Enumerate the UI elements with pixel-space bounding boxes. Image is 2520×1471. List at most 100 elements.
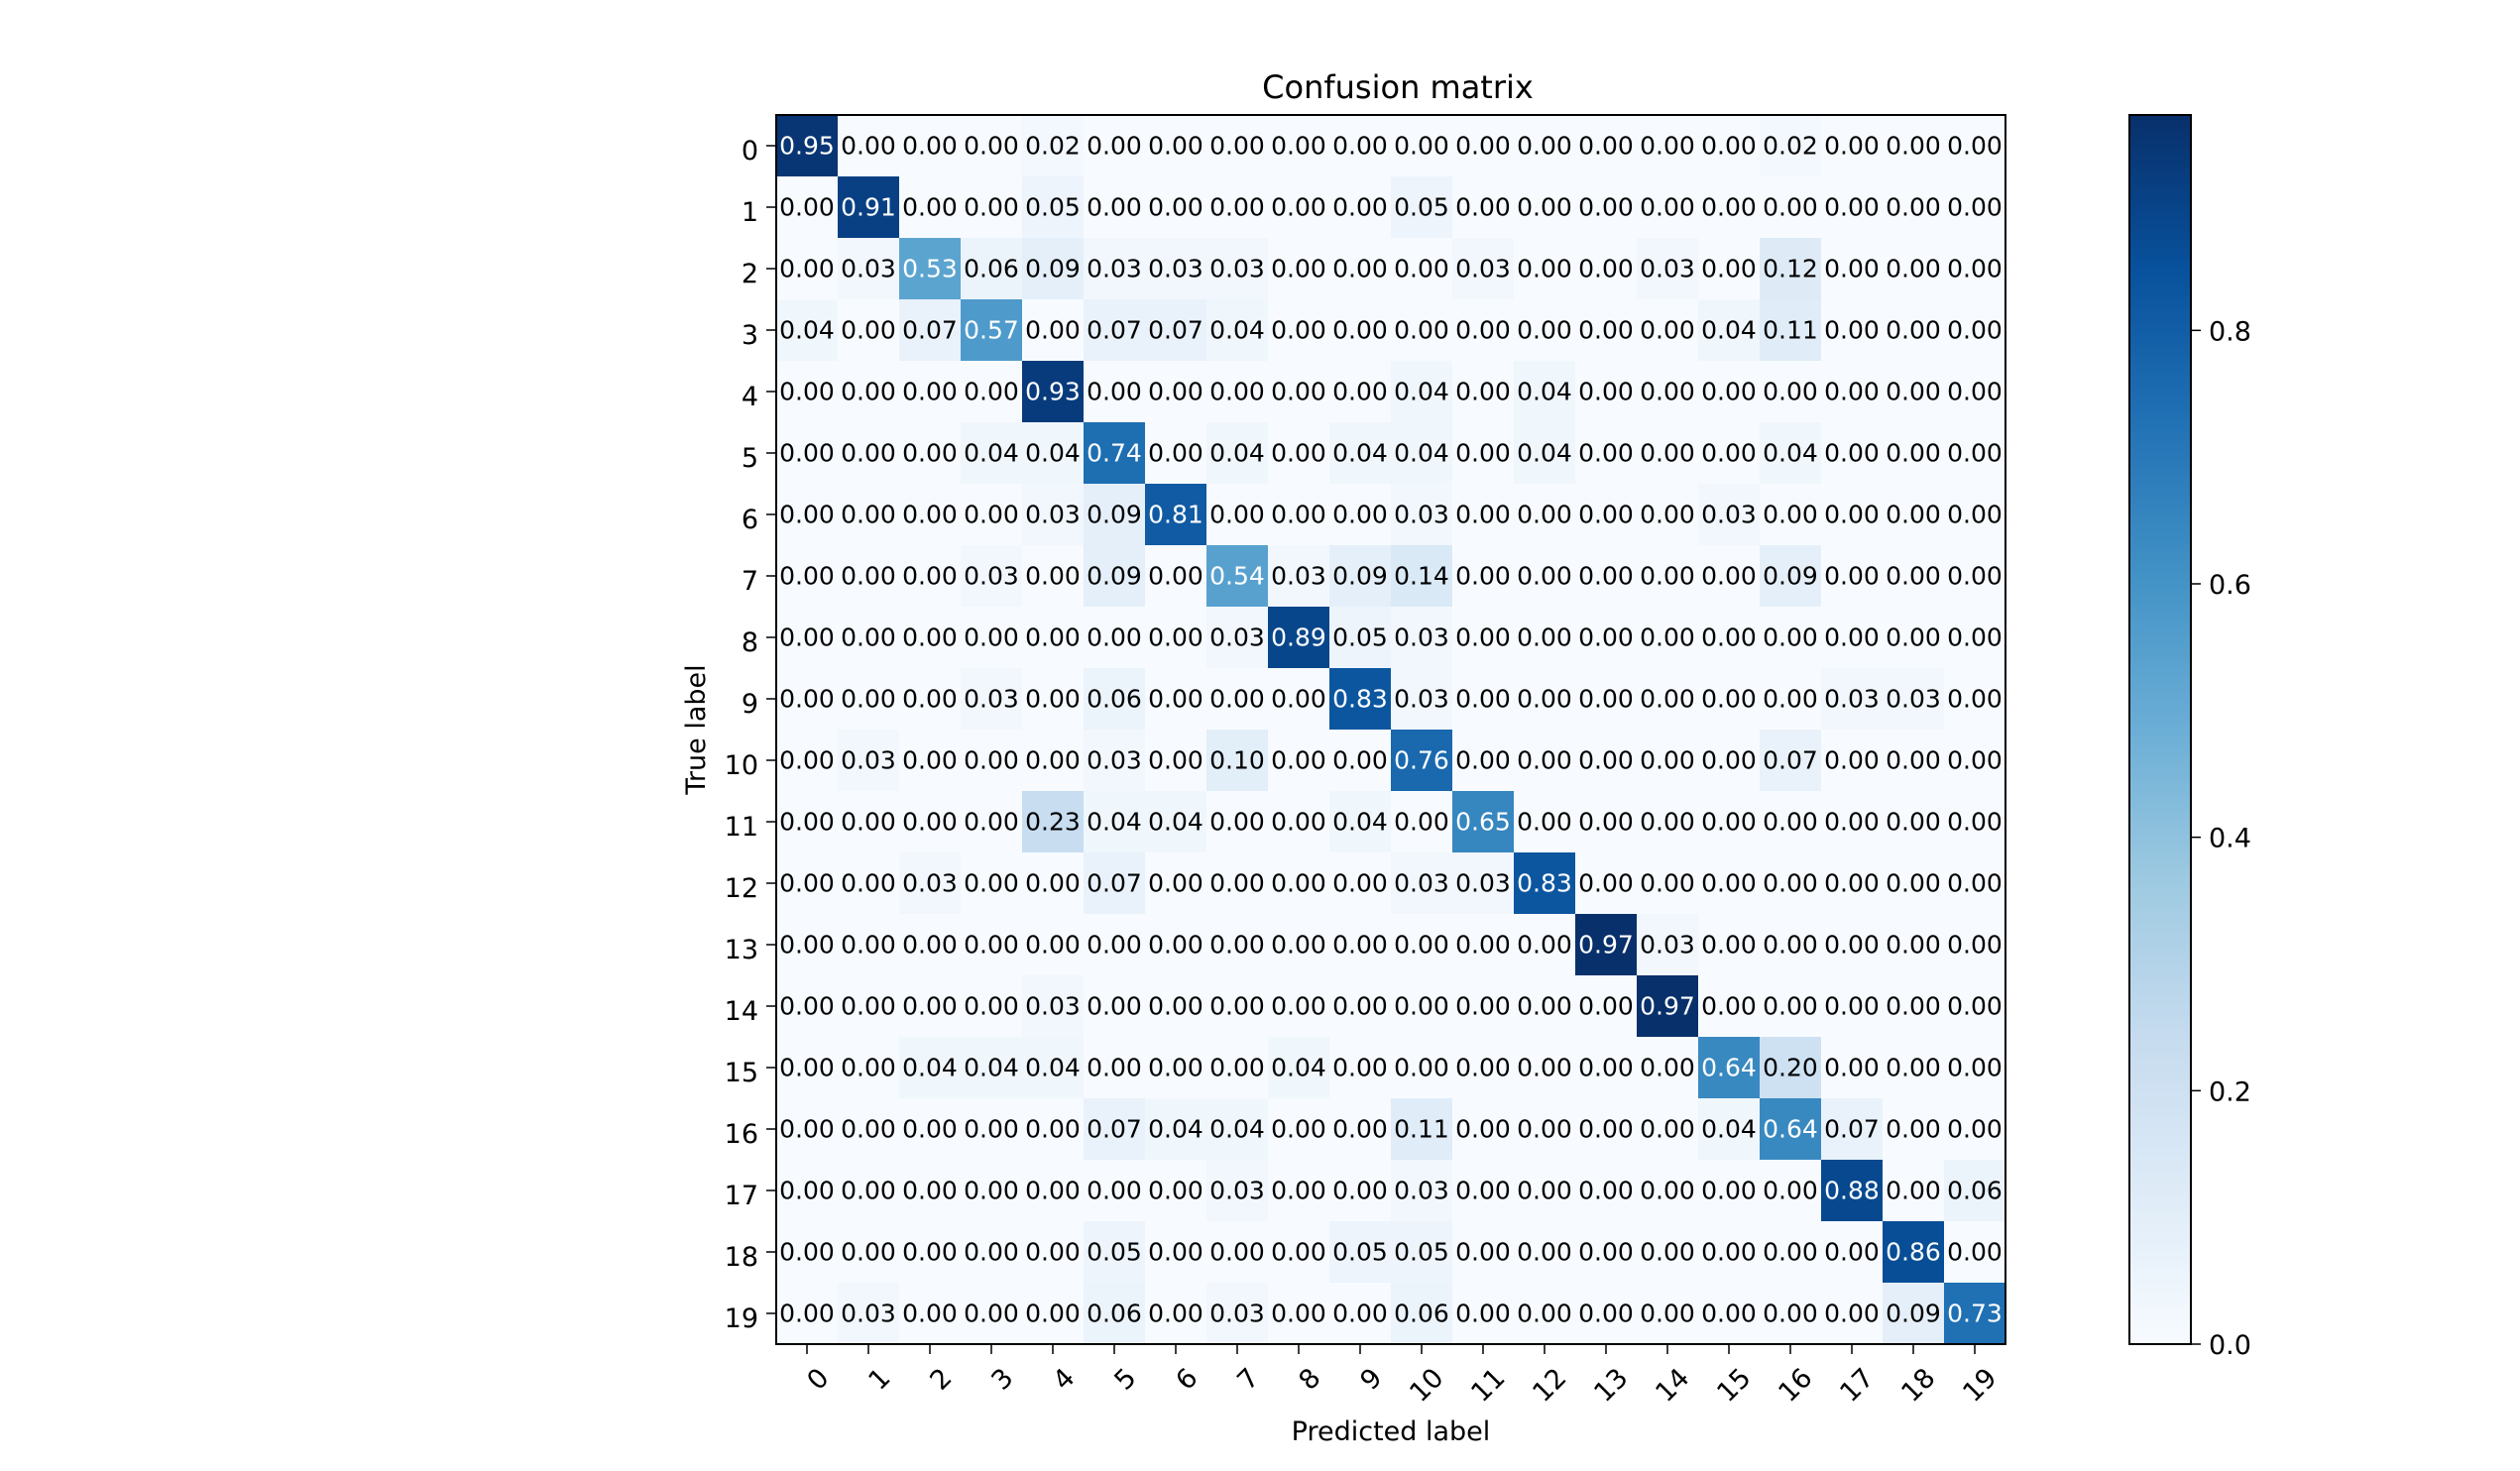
heatmap-cell — [1084, 176, 1146, 239]
heatmap-cell-label: 0.00 — [1209, 992, 1265, 1021]
heatmap-cell — [1206, 422, 1269, 485]
heatmap-cell — [1084, 975, 1146, 1038]
heatmap-cell — [961, 299, 1023, 362]
heatmap-cell — [1944, 914, 2006, 976]
heatmap-cell — [1391, 1037, 1453, 1099]
heatmap-cell-label: 0.00 — [1517, 992, 1572, 1021]
heatmap-cell-label: 0.00 — [1640, 1177, 1695, 1205]
heatmap-cell — [1514, 1283, 1576, 1345]
heatmap-cell — [1391, 1283, 1453, 1345]
heatmap-cell-label: 0.00 — [1271, 1115, 1326, 1144]
heatmap-cell — [1637, 176, 1699, 239]
heatmap-cell-label: 0.00 — [1578, 132, 1634, 161]
heatmap-cell — [1206, 238, 1269, 300]
heatmap-cell — [1268, 484, 1330, 546]
heatmap-cell — [838, 852, 900, 915]
heatmap-cell-label: 0.00 — [1578, 1300, 1634, 1328]
y-tick-label: 17 — [725, 1181, 758, 1211]
heatmap-cell — [899, 852, 962, 915]
heatmap-cell-label: 0.00 — [1209, 808, 1265, 837]
heatmap-cell — [1883, 299, 1945, 362]
heatmap-cell — [1084, 1160, 1146, 1222]
heatmap-cell — [1883, 975, 1945, 1038]
heatmap-cell-label: 0.00 — [1640, 869, 1695, 898]
heatmap-cell — [961, 914, 1023, 976]
heatmap-cell — [1637, 545, 1699, 608]
heatmap-cell-label: 0.00 — [1148, 562, 1203, 591]
heatmap-cell — [1145, 607, 1207, 669]
x-axis-label: Predicted label — [1292, 1416, 1491, 1447]
heatmap-cell — [1514, 361, 1576, 423]
heatmap-cell-label: 0.07 — [1148, 316, 1203, 345]
heatmap-cell — [1268, 545, 1330, 608]
heatmap-cell — [1514, 1037, 1576, 1099]
heatmap-cell — [1944, 1037, 2006, 1099]
heatmap-cell — [1637, 791, 1699, 853]
heatmap-cell — [1821, 1160, 1884, 1222]
heatmap-cell-label: 0.00 — [779, 685, 835, 714]
heatmap-cell-label: 0.00 — [1578, 501, 1634, 529]
heatmap-cell-label: 0.00 — [1640, 1300, 1695, 1328]
heatmap-cell-label: 0.00 — [1947, 316, 2003, 345]
heatmap-cell — [1329, 791, 1392, 853]
heatmap-cell-label: 0.00 — [1886, 1115, 1941, 1144]
heatmap-cell-label: 0.00 — [1947, 132, 2003, 161]
heatmap-cell-label: 0.03 — [841, 1300, 896, 1328]
heatmap-cell-label: 0.00 — [1578, 193, 1634, 222]
colorbar — [2128, 114, 2192, 1345]
heatmap-cell-label: 0.00 — [1087, 1177, 1142, 1205]
heatmap-cell-label: 0.00 — [1701, 869, 1757, 898]
heatmap-cell-label: 0.00 — [1148, 1054, 1203, 1082]
heatmap-cell — [1514, 1221, 1576, 1284]
heatmap-cell — [1268, 176, 1330, 239]
heatmap-cell — [1883, 668, 1945, 731]
heatmap-cell — [1145, 1221, 1207, 1284]
heatmap-cell-label: 0.00 — [841, 501, 896, 529]
heatmap-cell-label: 0.06 — [1394, 1300, 1449, 1328]
heatmap-cell — [1637, 1160, 1699, 1222]
heatmap-cell — [1698, 975, 1761, 1038]
x-tick-label: 6 — [1170, 1363, 1203, 1397]
heatmap-cell — [961, 668, 1023, 731]
heatmap-cell — [1022, 975, 1085, 1038]
heatmap-cell — [961, 115, 1023, 177]
heatmap-cell-label: 0.83 — [1517, 869, 1572, 898]
heatmap-cell-label: 0.03 — [1824, 685, 1880, 714]
heatmap-cell — [1698, 1037, 1761, 1099]
heatmap-cell-label: 0.00 — [1517, 808, 1572, 837]
heatmap-cell — [1698, 361, 1761, 423]
heatmap-cell — [1760, 1221, 1822, 1284]
heatmap-cell — [961, 484, 1023, 546]
heatmap-cell-label: 0.03 — [1025, 992, 1081, 1021]
heatmap-cell — [1206, 361, 1269, 423]
heatmap-cell-label: 0.00 — [1947, 1238, 2003, 1267]
heatmap-cell-label: 0.00 — [1578, 1177, 1634, 1205]
heatmap-cell-label: 0.03 — [1087, 255, 1142, 283]
heatmap-cell — [1514, 1160, 1576, 1222]
heatmap-cell — [1760, 299, 1822, 362]
heatmap-cell-label: 0.00 — [841, 931, 896, 960]
heatmap-cell-label: 0.00 — [1271, 255, 1326, 283]
heatmap-cell — [1821, 545, 1884, 608]
heatmap-cell-label: 0.00 — [1209, 1054, 1265, 1082]
heatmap-cell-label: 0.00 — [1886, 992, 1941, 1021]
heatmap-cell — [1944, 422, 2006, 485]
heatmap-cell — [1575, 975, 1638, 1038]
heatmap-cell — [1452, 1283, 1515, 1345]
heatmap-cell-label: 0.00 — [1886, 1054, 1941, 1082]
heatmap-cell-label: 0.00 — [1886, 193, 1941, 222]
heatmap-cell-label: 0.00 — [1947, 378, 2003, 406]
heatmap-cell-label: 0.00 — [1886, 746, 1941, 775]
heatmap-cell — [1637, 852, 1699, 915]
heatmap-cell — [1637, 1037, 1699, 1099]
heatmap-cell-label: 0.04 — [1701, 1115, 1757, 1144]
heatmap-cell-label: 0.04 — [1394, 439, 1449, 468]
heatmap-cell-label: 0.97 — [1578, 931, 1634, 960]
heatmap-cell-label: 0.00 — [779, 1177, 835, 1205]
heatmap-cell — [1268, 607, 1330, 669]
heatmap-cell — [1206, 607, 1269, 669]
heatmap-cell — [1698, 545, 1761, 608]
heatmap-cell-label: 0.00 — [1824, 1054, 1880, 1082]
heatmap-cell-label: 0.00 — [1578, 992, 1634, 1021]
